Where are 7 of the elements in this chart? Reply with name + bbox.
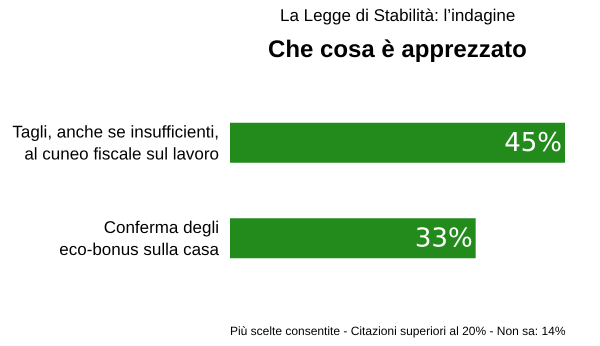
data-label: 33% [414,223,473,254]
data-label: 45% [504,128,562,158]
y-tick-label: Tagli, anche se insufficienti, al cuneo fiscale sul lavoro [12,122,219,164]
text: Più scelte consentite - Citazioni superiori al 20% - Non sa: 14% [230,324,566,338]
chart-subtitle: Che cosa è apprezzato [268,36,527,63]
y-tick-label: Conferma degli eco-bonus sulla casa [59,218,220,260]
chart-title: La Legge di Stabilità: l’indagine [280,6,516,25]
